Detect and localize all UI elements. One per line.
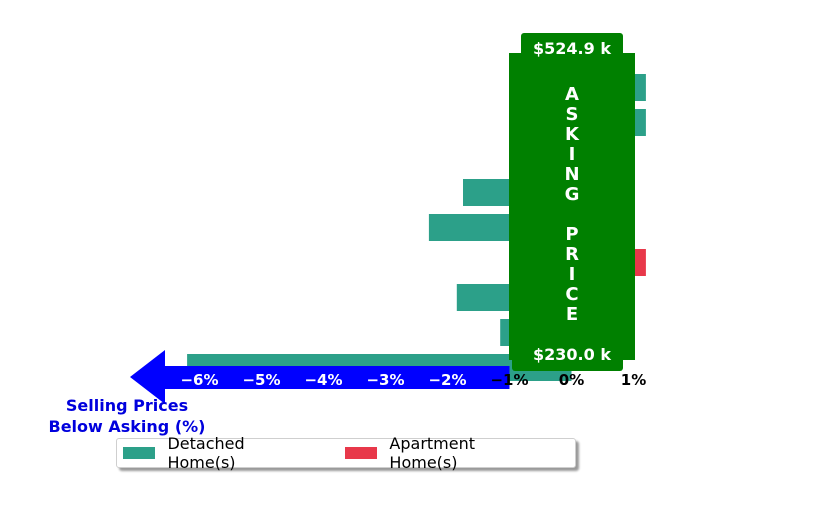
x-tick-label: −1% [490, 371, 528, 389]
asking-price-letter: I [569, 264, 576, 285]
x-tick-label: 1% [621, 371, 646, 389]
x-tick-label: −4% [304, 371, 342, 389]
asking-price-letter: A [565, 84, 579, 105]
asking-price-letter: P [565, 224, 578, 245]
x-tick-label: −6% [180, 371, 218, 389]
asking-price-letter: I [569, 144, 576, 165]
bottom-price-tab [512, 340, 623, 371]
top-price-label: $524.9 k [533, 39, 611, 58]
x-tick-label: 0% [559, 371, 584, 389]
top-price-tab [521, 33, 623, 63]
legend: Detached Home(s) Apartment Home(s) [116, 434, 576, 472]
legend-label-apartment: Apartment Home(s) [389, 434, 476, 472]
x-axis-title-line: Selling Prices [66, 396, 188, 415]
arrow-layer [130, 350, 510, 404]
asking-price-box [509, 53, 635, 360]
legend-item-detached: Detached Home(s) [123, 434, 311, 472]
bottom-price-label: $230.0 k [533, 345, 611, 364]
legend-swatch-detached [123, 447, 156, 459]
asking-price-letter: G [565, 184, 580, 205]
x-tick-label: −2% [428, 371, 466, 389]
asking-price-letter: S [566, 104, 579, 125]
x-tick-label: −5% [242, 371, 280, 389]
below-asking-arrow [130, 350, 510, 404]
x-axis-title-line: Below Asking (%) [49, 417, 206, 436]
asking-price-letter: R [565, 244, 579, 265]
x-axis-title: Selling Prices Below Asking (%) [49, 396, 206, 436]
x-tick-label: −3% [366, 371, 404, 389]
asking-price-letter: K [565, 124, 580, 145]
asking-price-letter: E [566, 304, 578, 325]
asking-price-letter: N [564, 164, 579, 185]
legend-swatch-apartment [344, 447, 378, 459]
legend-label-detached: Detached Home(s) [167, 434, 245, 472]
legend-item-apartment: Apartment Home(s) [344, 434, 541, 472]
x-axis-ticks: −6% −5% −4% −3% −2% −1% 0% 1% [180, 371, 646, 389]
asking-price-letter: C [565, 284, 578, 305]
